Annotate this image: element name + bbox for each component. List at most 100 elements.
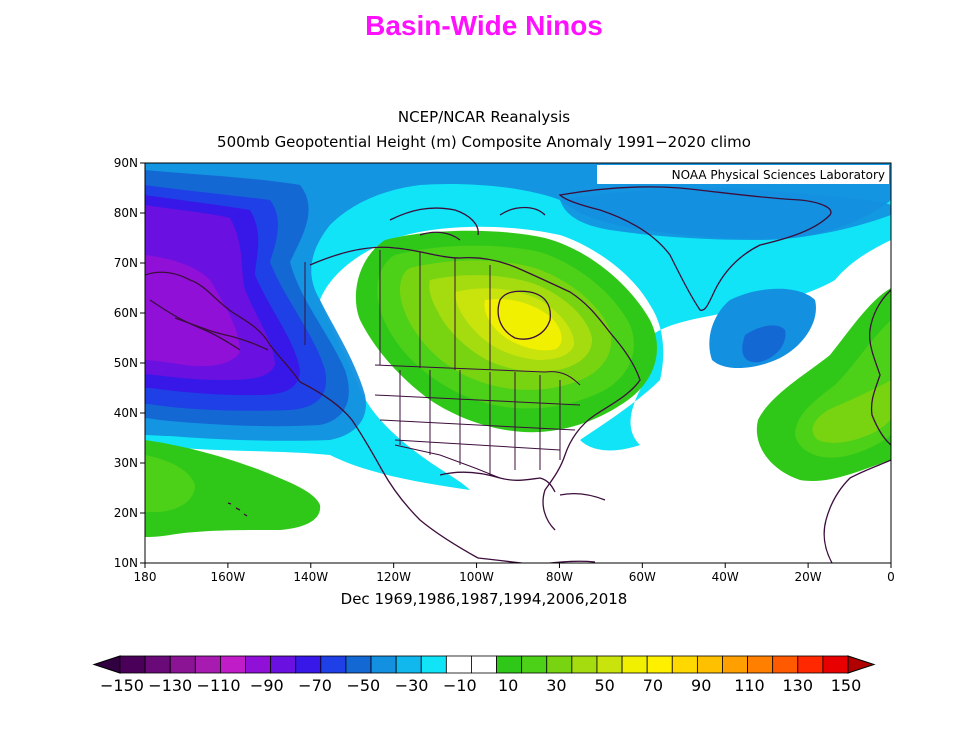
colorbar-swatch [571,655,598,674]
colorbar-swatch [320,655,347,674]
na-east-coast [542,334,641,531]
lon-tick-label: 120W [376,570,411,584]
colorbar: −150 −130 −110 −90 −70 −50 −30 −10 10 30 50 70 90 110… [92,655,876,695]
colorbar-label: 50 [594,676,614,695]
dataset-subtitle: NCEP/NCAR Reanalysis [397,108,571,126]
colorbar-swatch [345,655,372,674]
colorbar-label: 90 [691,676,711,695]
pos-contour-pac-10 [145,440,321,537]
colorbar-swatch [169,655,196,674]
colorbar-swatch [596,655,623,674]
pos-contour-eatl-50 [812,380,891,443]
colorbar-swatch [295,655,322,674]
colorbar-label: −90 [250,676,284,695]
lat-tick-label: 20N [114,506,138,520]
us-mexico-border [394,444,501,479]
colorbar-swatch [521,655,548,674]
alaska-coast [145,271,301,383]
central-america-coast [477,557,596,563]
lon-tick-label: 100W [459,570,494,584]
lon-tick-label: 80W [546,570,573,584]
variable-subtitle: 500mb Geopotential Height (m) Composite … [217,133,751,151]
coastlines [145,186,891,563]
colorbar-swatch [445,655,472,674]
hawaii-islands [227,502,248,517]
colorbar-swatch [270,655,297,674]
neg-contour-130 [145,255,240,367]
pos-contour-110 [484,298,562,351]
lon-tick-label: 40W [712,570,739,584]
colorbar-swatch [194,655,221,674]
colorbar-swatch [696,655,723,674]
lon-tick-label: 180 [134,570,157,584]
colorbar-swatch [220,655,246,674]
alaska-peninsula-coast [174,317,269,351]
lat-tick-label: 90N [114,156,138,170]
canada-province-borders [379,250,491,370]
colorbar-swatch [671,655,698,674]
colorbar-label: −110 [197,676,241,695]
colorbar-label: −10 [443,676,477,695]
colorbar-min-arrow [92,655,121,674]
colorbar-label: 10 [498,676,518,695]
cuba-coast [559,493,606,501]
hudson-bay-coast [497,290,551,340]
colorbar-swatch [772,655,799,674]
lat-tick-label: 70N [114,256,138,270]
lon-tick-label: 20W [795,570,822,584]
colorbar-swatch [646,655,673,674]
lat-tick-label: 30N [114,456,138,470]
lon-tick-label: 160W [210,570,245,584]
neg-contour-nat-core [742,325,786,363]
lat-tick-label: 60N [114,306,138,320]
colorbar-swatch [747,655,774,674]
colorbar-swatch [546,655,573,674]
colorbar-swatch [420,655,447,674]
us-state-grid [374,370,581,475]
composite-years-label: Dec 1969,1986,1987,1994,2006,2018 [340,590,628,608]
colorbar-label: −130 [148,676,192,695]
colorbar-label: −50 [346,676,380,695]
colorbar-label: −30 [395,676,429,695]
lon-tick-label: 140W [293,570,328,584]
colorbar-label: 30 [546,676,566,695]
colorbar-swatch [245,655,272,674]
colorbar-label: 150 [831,676,862,695]
lat-tick-label: 50N [114,356,138,370]
colorbar-label: −150 [100,676,144,695]
africa-coast [823,459,891,563]
latitude-axis: 90N 80N 70N 60N 50N 40N 30N 20N 10N [114,156,145,570]
colorbar-label: 130 [782,676,813,695]
colorbar-swatch [119,655,146,674]
political-borders [304,250,581,479]
arctic-islands-coast [389,206,546,241]
colorbar-swatch [496,655,523,674]
colorbar-label: −70 [298,676,332,695]
europe-coast [869,289,891,446]
map-frame-group: NOAA Physical Sciences Laboratory [144,162,892,564]
gulf-coast [439,471,556,493]
colorbar-swatch [471,655,497,674]
colorbar-swatch [621,655,648,674]
credit-label: NOAA Physical Sciences Laboratory [672,168,885,182]
us-canada-border [374,364,581,386]
colorbar-label: 70 [643,676,663,695]
colorbar-swatch [822,655,849,674]
colorbar-max-arrow [847,655,876,674]
anomaly-field [145,163,891,537]
pos-contour-pac-30 [145,455,195,512]
greenland-coast [558,186,832,311]
canada-arctic-coast [309,246,613,336]
longitude-axis: 180 160W 140W 120W 100W 80W 60W 40W 20W 0 [134,563,895,584]
lon-tick-label: 0 [887,570,895,584]
lat-tick-label: 40N [114,406,138,420]
lat-tick-label: 10N [114,556,138,570]
colorbar-swatch [722,655,748,674]
colorbar-swatch [370,655,397,674]
colorbar-label: 110 [734,676,765,695]
colorbar-swatch [797,655,824,674]
lon-tick-label: 60W [629,570,656,584]
colorbar-swatch [144,655,171,674]
na-west-coast [299,381,479,559]
